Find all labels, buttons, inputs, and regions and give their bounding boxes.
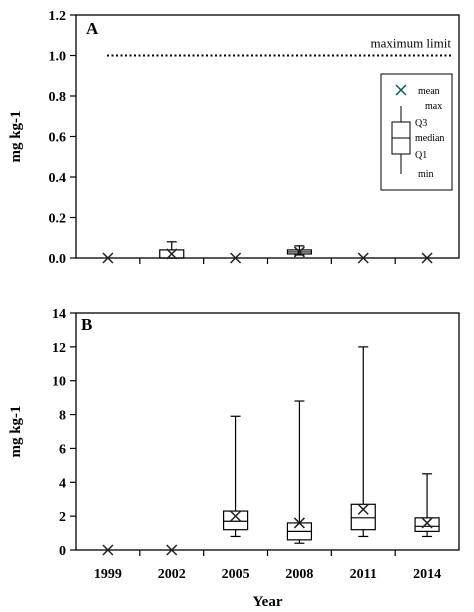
- mean-marker: [166, 544, 178, 556]
- y-tick-label: 2: [59, 510, 66, 525]
- mean-marker: [166, 248, 178, 260]
- mean-stroke: [166, 248, 178, 260]
- mean-marker: [230, 510, 242, 522]
- y-tick-label: 0: [59, 544, 66, 559]
- box-2014: [421, 252, 433, 264]
- x-tick-label: 2008: [285, 567, 313, 582]
- y-tick-label: 1.2: [49, 9, 67, 24]
- legend-label-min: min: [418, 169, 434, 180]
- y-tick-label: 0.6: [49, 131, 67, 146]
- mean-stroke: [421, 517, 433, 529]
- y-tick-label: 0.8: [49, 90, 67, 105]
- box-2008: [286, 400, 313, 544]
- mean-stroke: [230, 510, 242, 522]
- legend-label-median: median: [415, 133, 444, 144]
- box-2011: [357, 252, 369, 264]
- iqr-box: [414, 517, 440, 532]
- y-tick-label: 14: [52, 307, 66, 322]
- panel-label: A: [86, 19, 99, 38]
- mean-marker: [421, 517, 433, 529]
- x-tick-label: 1999: [94, 567, 122, 582]
- y-tick-label: 10: [52, 375, 66, 390]
- x-tick-label: 2011: [350, 567, 377, 582]
- mean-stroke: [293, 246, 305, 258]
- mean-marker: [293, 517, 305, 529]
- panel-b: 0 2 4 6 8 10 12 14 1999 2002 2005 2008 2011 2014 mg kg…: [8, 307, 460, 610]
- mean-stroke: [293, 517, 305, 529]
- panel-label: B: [81, 315, 92, 334]
- y-axis-label: mg kg-1: [8, 110, 24, 162]
- mean-stroke: [357, 252, 369, 264]
- y-tick-label: 4: [59, 476, 66, 491]
- mean-marker: [102, 544, 114, 556]
- mean-marker: [357, 503, 369, 515]
- box-2011: [350, 346, 376, 538]
- x-tick-label: 2014: [413, 567, 441, 582]
- mean-marker: [102, 252, 114, 264]
- x-tick-label: 2002: [158, 567, 186, 582]
- box-2008: [286, 245, 313, 258]
- y-tick-label: 0.4: [49, 171, 67, 186]
- box-2005: [230, 252, 242, 264]
- legend-label-max: max: [425, 101, 442, 112]
- legend-mean-icon: [395, 84, 407, 96]
- reference-line-label: maximum limit: [370, 36, 451, 51]
- mean-marker: [357, 252, 369, 264]
- mean-marker: [230, 252, 242, 264]
- plot-frame: [75, 312, 460, 551]
- iqr-box: [222, 510, 249, 531]
- mean-stroke: [166, 544, 178, 556]
- mean-stroke: [357, 503, 369, 515]
- mean-marker: [421, 252, 433, 264]
- y-tick-label: 8: [59, 409, 66, 424]
- box-2002: [159, 241, 185, 260]
- box-1999: [102, 252, 114, 264]
- legend-label-q1: Q1: [415, 150, 427, 161]
- x-axis-label: Year: [253, 594, 283, 610]
- iqr-box: [350, 503, 376, 531]
- box-2014: [414, 473, 440, 538]
- mean-stroke: [230, 252, 242, 264]
- y-tick-label: 12: [52, 341, 66, 356]
- box-2005: [222, 415, 249, 538]
- mean-marker: [293, 246, 305, 258]
- legend-label-q3: Q3: [415, 118, 427, 129]
- y-tick-label: 6: [59, 442, 66, 457]
- legend: mean max Q3 median Q1 min: [380, 73, 453, 191]
- mean-stroke: [421, 252, 433, 264]
- x-tick-label: 2005: [222, 567, 250, 582]
- y-tick-label: 0.2: [49, 212, 67, 227]
- mean-stroke: [102, 252, 114, 264]
- mean-stroke: [102, 544, 114, 556]
- legend-label-mean: mean: [418, 86, 440, 97]
- y-tick-label: 0.0: [49, 252, 67, 267]
- y-axis-label: mg kg-1: [8, 405, 24, 457]
- y-tick-label: 1.0: [49, 50, 67, 65]
- box-2002: [166, 544, 178, 556]
- box-1999: [102, 544, 114, 556]
